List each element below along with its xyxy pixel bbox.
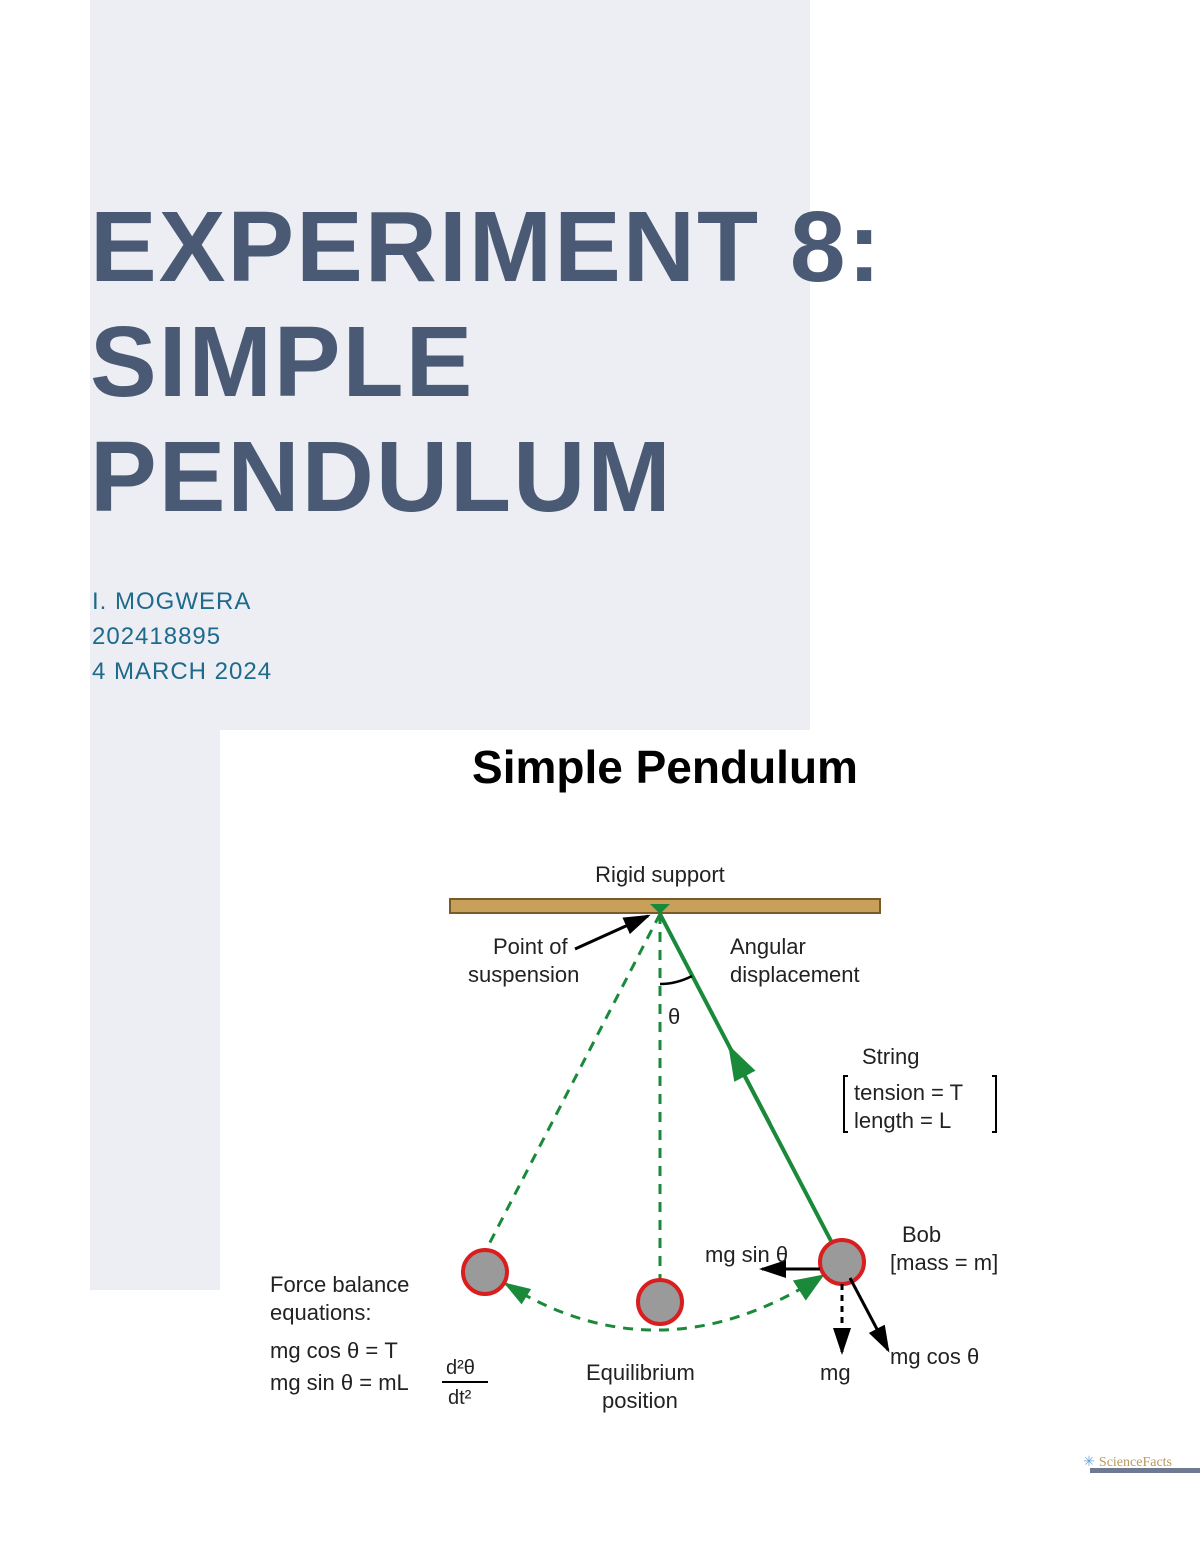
- mgcos-arrow: [850, 1278, 888, 1350]
- label-suspension-1: Point of: [493, 934, 568, 959]
- label-mass: [mass = m]: [890, 1250, 998, 1275]
- label-mg: mg: [820, 1360, 851, 1385]
- label-string: String: [862, 1044, 919, 1069]
- label-theta: θ: [668, 1004, 680, 1029]
- bob-left: [463, 1250, 507, 1294]
- author-name: I. MOGWERA: [92, 585, 272, 620]
- author-block: I. MOGWERA 202418895 4 MARCH 2024: [92, 585, 272, 689]
- pendulum-svg: Rigid support θ Point of suspension Angu…: [230, 824, 1100, 1444]
- label-bob: Bob: [902, 1222, 941, 1247]
- bob-center: [638, 1280, 682, 1324]
- bottom-accent-line: [1090, 1468, 1200, 1473]
- string-arrow: [730, 1048, 770, 1124]
- angle-arc: [660, 976, 692, 984]
- label-eq2-lhs: mg sin θ = mL: [270, 1370, 409, 1395]
- bracket-left: [844, 1076, 848, 1132]
- author-id: 202418895: [92, 620, 272, 655]
- label-mgsin: mg sin θ: [705, 1242, 788, 1267]
- label-force-1: Force balance: [270, 1272, 409, 1297]
- label-tension: tension = T: [854, 1080, 963, 1105]
- label-rigid-support: Rigid support: [595, 862, 725, 887]
- label-frac-num: d²θ: [446, 1357, 475, 1379]
- label-force-2: equations:: [270, 1300, 372, 1325]
- bracket-right: [992, 1076, 996, 1132]
- title-block: EXPERIMENT 8: SIMPLE PENDULUM: [90, 190, 883, 535]
- label-length: length = L: [854, 1108, 951, 1133]
- label-frac-den: dt²: [448, 1387, 472, 1409]
- label-eq1: mg cos θ = T: [270, 1338, 398, 1363]
- label-suspension-2: suspension: [468, 962, 579, 987]
- title-line-3: PENDULUM: [90, 420, 883, 535]
- label-angular-2: displacement: [730, 962, 860, 987]
- suspension-arrow: [575, 916, 648, 949]
- pendulum-diagram: Simple Pendulum Rigid support: [230, 740, 1100, 1444]
- label-mgcos: mg cos θ: [890, 1344, 979, 1369]
- label-angular-1: Angular: [730, 934, 806, 959]
- bob-right: [820, 1240, 864, 1284]
- bg-rect-side: [90, 730, 220, 1290]
- title-line-2: SIMPLE: [90, 305, 883, 420]
- title-line-1: EXPERIMENT 8:: [90, 190, 883, 305]
- label-equil-2: position: [602, 1388, 678, 1413]
- diagram-title: Simple Pendulum: [230, 740, 1100, 794]
- label-equil-1: Equilibrium: [586, 1360, 695, 1385]
- author-date: 4 MARCH 2024: [92, 655, 272, 690]
